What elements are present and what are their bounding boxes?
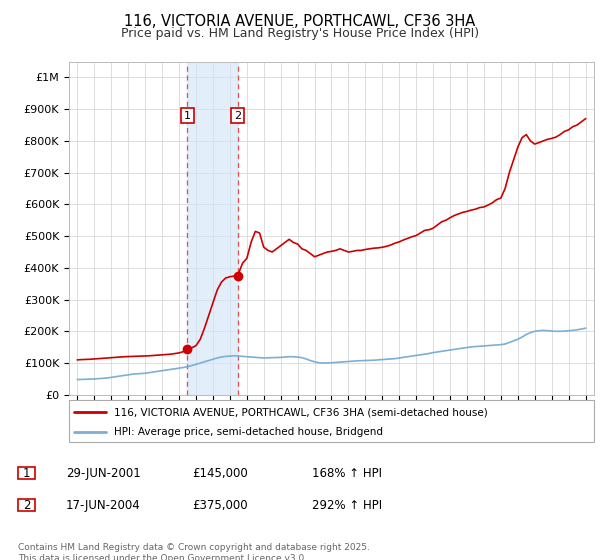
Text: 2: 2	[23, 498, 30, 512]
Text: £375,000: £375,000	[192, 498, 248, 512]
Text: Contains HM Land Registry data © Crown copyright and database right 2025.
This d: Contains HM Land Registry data © Crown c…	[18, 543, 370, 560]
Text: 292% ↑ HPI: 292% ↑ HPI	[312, 498, 382, 512]
Text: 29-JUN-2001: 29-JUN-2001	[66, 466, 141, 480]
Text: 17-JUN-2004: 17-JUN-2004	[66, 498, 141, 512]
Text: £145,000: £145,000	[192, 466, 248, 480]
Bar	[187, 62, 238, 395]
Text: 168% ↑ HPI: 168% ↑ HPI	[312, 466, 382, 480]
Text: 2: 2	[234, 110, 241, 120]
Text: 1: 1	[184, 110, 191, 120]
Text: 1: 1	[23, 466, 30, 480]
Text: HPI: Average price, semi-detached house, Bridgend: HPI: Average price, semi-detached house,…	[113, 427, 383, 437]
Text: Price paid vs. HM Land Registry's House Price Index (HPI): Price paid vs. HM Land Registry's House …	[121, 27, 479, 40]
Text: 116, VICTORIA AVENUE, PORTHCAWL, CF36 3HA (semi-detached house): 116, VICTORIA AVENUE, PORTHCAWL, CF36 3H…	[113, 407, 487, 417]
Text: 116, VICTORIA AVENUE, PORTHCAWL, CF36 3HA: 116, VICTORIA AVENUE, PORTHCAWL, CF36 3H…	[124, 14, 476, 29]
